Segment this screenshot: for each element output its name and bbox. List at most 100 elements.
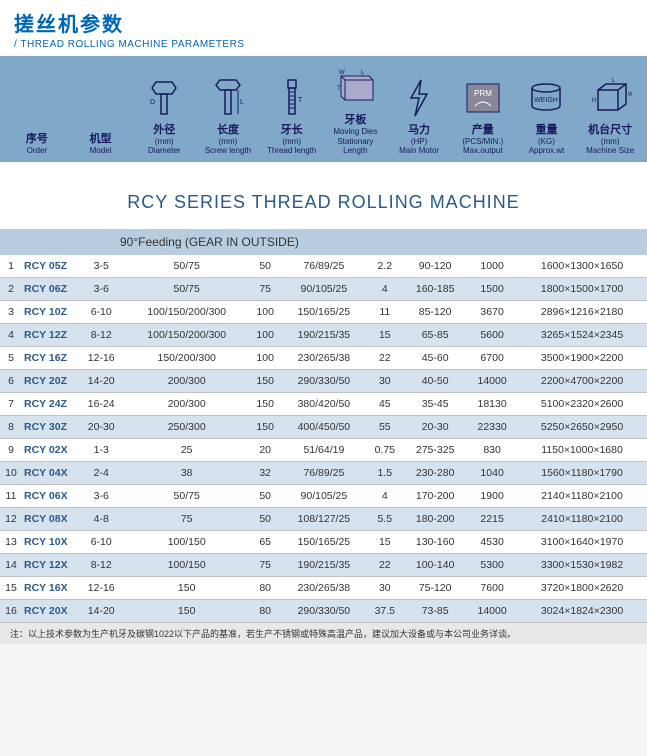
model-cell: RCY 30Z — [22, 415, 78, 438]
parameters-panel: 序号Order机型ModelD外径(mm)DiameterL长度(mm)Scre… — [0, 56, 647, 162]
data-cell: 0.75 — [366, 438, 403, 461]
param-unit: (mm) — [133, 137, 195, 147]
table-row: 6RCY 20Z14-20200/300150290/330/503040-50… — [0, 369, 647, 392]
data-cell: 150 — [249, 369, 281, 392]
data-cell: 14-20 — [78, 369, 124, 392]
title-en: / THREAD ROLLING MACHINE PARAMETERS — [14, 39, 633, 50]
data-cell: 65 — [249, 530, 281, 553]
param-label-cn: 序号 — [6, 133, 68, 146]
param-col-7: PRM产量(PCS/MIN.)Max.output — [452, 74, 514, 156]
data-cell: 2140×1180×2100 — [517, 484, 647, 507]
svg-text:L: L — [612, 78, 616, 84]
data-cell: 100 — [249, 323, 281, 346]
data-cell: 150/165/25 — [281, 530, 366, 553]
footnote: 注：以上技术参数为生产机牙及碳钢1022以下产品的基准，若生产不锈钢或特殊高温产… — [0, 623, 647, 644]
row-index: 16 — [0, 599, 22, 622]
data-cell: 50 — [249, 255, 281, 278]
data-cell: 1040 — [467, 461, 517, 484]
data-cell: 100/150/200/300 — [124, 300, 249, 323]
dies-icon: WLT — [325, 64, 387, 112]
model-cell: RCY 05Z — [22, 255, 78, 278]
param-label-en: Stationary Length — [325, 137, 387, 156]
data-cell: 14000 — [467, 599, 517, 622]
param-label-en: Max.output — [452, 146, 514, 156]
svg-text:T: T — [337, 86, 341, 92]
table-row: 8RCY 30Z20-30250/300150400/450/505520-30… — [0, 415, 647, 438]
data-cell: 2896×1216×2180 — [517, 300, 647, 323]
data-cell: 230/265/38 — [281, 576, 366, 599]
model-cell: RCY 06X — [22, 484, 78, 507]
row-index: 2 — [0, 277, 22, 300]
data-cell: 4530 — [467, 530, 517, 553]
data-cell: 35-45 — [403, 392, 467, 415]
data-cell: 180-200 — [403, 507, 467, 530]
data-cell: 108/127/25 — [281, 507, 366, 530]
param-label-cn: 马力 — [388, 124, 450, 137]
thread-len-icon: T — [261, 74, 323, 122]
data-cell: 40-50 — [403, 369, 467, 392]
data-cell: 65-85 — [403, 323, 467, 346]
data-cell: 73-85 — [403, 599, 467, 622]
data-cell: 38 — [124, 461, 249, 484]
data-cell: 2.2 — [366, 255, 403, 278]
data-cell: 30 — [366, 369, 403, 392]
spec-table: 1RCY 05Z3-550/755076/89/252.290-12010001… — [0, 255, 647, 623]
param-col-4: T牙长(mm)Thread length — [261, 74, 323, 156]
data-cell: 22 — [366, 553, 403, 576]
svg-text:H: H — [592, 98, 596, 104]
table-row: 1RCY 05Z3-550/755076/89/252.290-12010001… — [0, 255, 647, 278]
data-cell: 275-325 — [403, 438, 467, 461]
data-cell: 18130 — [467, 392, 517, 415]
weigh-icon: WEIGH — [516, 74, 578, 122]
data-cell: 75 — [124, 507, 249, 530]
data-cell: 3670 — [467, 300, 517, 323]
row-index: 8 — [0, 415, 22, 438]
data-cell: 230-280 — [403, 461, 467, 484]
box-lwh-icon: L W H — [579, 74, 641, 122]
data-cell: 100-140 — [403, 553, 467, 576]
data-cell: 6-10 — [78, 530, 124, 553]
param-label-cn: 外径 — [133, 124, 195, 137]
data-cell: 3-5 — [78, 255, 124, 278]
param-col-9: LWH机台尺寸(mm)Machine Size — [579, 74, 641, 156]
svg-text:PRM: PRM — [474, 89, 492, 98]
prm-icon: PRM — [452, 74, 514, 122]
data-cell: 37.5 — [366, 599, 403, 622]
data-cell: 5600 — [467, 323, 517, 346]
param-label-en: Approx.wt — [516, 146, 578, 156]
data-cell: 400/450/50 — [281, 415, 366, 438]
param-col-0: 序号Order — [6, 83, 68, 156]
data-cell: 20-30 — [78, 415, 124, 438]
data-cell: 2215 — [467, 507, 517, 530]
row-index: 9 — [0, 438, 22, 461]
svg-text:W: W — [628, 92, 632, 98]
param-unit: (mm) — [197, 137, 259, 147]
param-label-en: Main Motor — [388, 146, 450, 156]
table-row: 10RCY 04X2-4383276/89/251.5230-280104015… — [0, 461, 647, 484]
param-label-cn: 牙板 — [325, 114, 387, 127]
data-cell: 3500×1900×2200 — [517, 346, 647, 369]
data-cell: 5.5 — [366, 507, 403, 530]
data-cell: 100/150/200/300 — [124, 323, 249, 346]
title-cn: 搓丝机参数 — [14, 8, 633, 37]
data-cell: 8-12 — [78, 323, 124, 346]
param-label-en: Model — [70, 146, 132, 156]
model-cell: RCY 16Z — [22, 346, 78, 369]
data-cell: 45-60 — [403, 346, 467, 369]
data-cell: 290/330/50 — [281, 599, 366, 622]
data-cell: 6-10 — [78, 300, 124, 323]
model-cell: RCY 06Z — [22, 277, 78, 300]
model-cell: RCY 08X — [22, 507, 78, 530]
param-label-en: Machine Size — [579, 146, 641, 156]
param-unit: (mm) — [261, 137, 323, 147]
data-cell: 20-30 — [403, 415, 467, 438]
blank-icon — [6, 83, 68, 131]
data-cell: 250/300 — [124, 415, 249, 438]
data-cell: 150/165/25 — [281, 300, 366, 323]
data-cell: 90/105/25 — [281, 277, 366, 300]
param-unit: (KG) — [516, 137, 578, 147]
svg-text:W: W — [339, 70, 345, 76]
data-cell: 1900 — [467, 484, 517, 507]
row-index: 3 — [0, 300, 22, 323]
data-cell: 15 — [366, 323, 403, 346]
